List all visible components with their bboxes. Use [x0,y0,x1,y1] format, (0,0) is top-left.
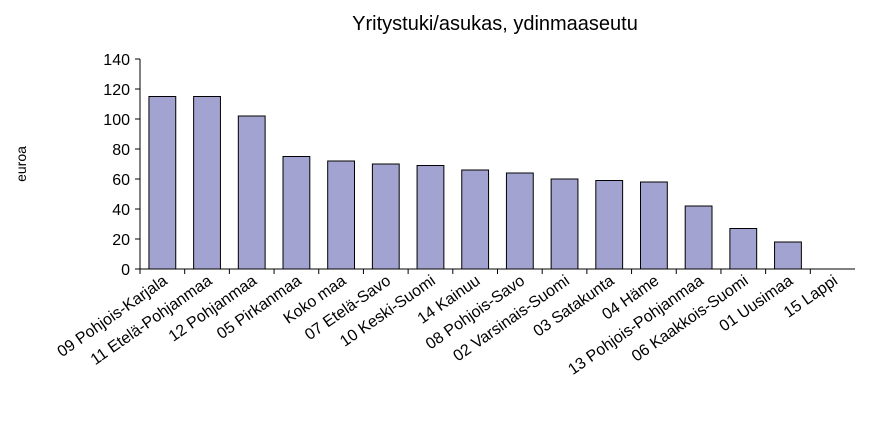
y-tick-label: 120 [103,82,130,99]
bar [461,169,490,270]
bar [327,160,355,270]
bar [148,96,177,270]
y-tick-label: 100 [103,112,130,129]
bar [729,228,758,270]
bar [774,241,802,270]
bar [684,205,713,270]
bar [237,115,266,270]
bar [416,165,445,270]
bar [550,178,579,270]
bar [282,156,311,270]
y-tick-label: 20 [112,232,130,249]
bar [595,180,624,270]
bar [371,163,400,270]
y-tick-label: 60 [112,172,130,189]
bar [193,96,221,270]
y-tick-label: 40 [112,202,130,219]
bar [640,181,668,270]
y-axis-label: euroa [13,146,29,182]
bar [505,172,534,270]
y-tick-label: 80 [112,142,130,159]
chart-title: Yritystuki/asukas, ydinmaaseutu [352,13,638,35]
y-tick-label: 0 [121,262,130,279]
y-tick-label: 140 [103,52,130,69]
